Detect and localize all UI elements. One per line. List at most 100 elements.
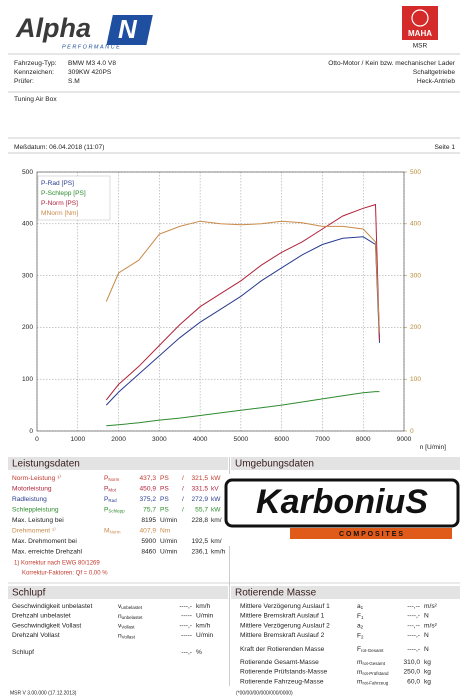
x-tick-label: 7000 <box>315 436 330 443</box>
row-value: 228,8 <box>191 517 208 524</box>
legend-box <box>37 175 111 221</box>
row-value: 8195 <box>141 517 156 524</box>
row-value: 75,7 <box>143 506 156 513</box>
series-line <box>105 236 380 406</box>
row-unit: km/h <box>211 517 226 524</box>
y-tick-label: 500 <box>22 169 33 176</box>
row-value: ----,- <box>407 646 420 653</box>
row-label: Geschwindigkeit unbelastet <box>12 603 92 610</box>
row-label: Schleppleistung <box>12 506 59 513</box>
overlay-frame <box>224 478 460 528</box>
symbol: Frot-Gesamt <box>357 646 384 653</box>
symbol: mrot-Fahrzeug <box>357 678 389 685</box>
symbol-sub: Mot <box>108 488 116 493</box>
y-tick-label: 100 <box>22 376 33 383</box>
logo-mark: N <box>118 14 138 44</box>
x-tick-label: 3000 <box>152 436 167 443</box>
section-bar <box>8 586 228 599</box>
symbol-main: m <box>357 678 363 685</box>
row-value: 437,3 <box>139 475 156 482</box>
symbol-main: P <box>104 475 109 482</box>
x-tick-label: 1000 <box>70 436 85 443</box>
symbol: nunbelastet <box>118 613 143 620</box>
row-label: Mittlere Bremskraft Auslauf 2 <box>240 632 325 639</box>
row-label: Max. erreichte Drehzahl <box>12 548 83 555</box>
footer-right: (*00/00/00/000/000/0000) <box>236 690 293 696</box>
overlay-sub: C O M P O S I T E S <box>339 531 403 538</box>
x-tick-label: 8000 <box>356 436 371 443</box>
section-bar <box>231 586 460 599</box>
symbol-main: v <box>118 622 122 629</box>
info-right: Otto-Motor / Kein bzw. mechanischer Lade… <box>328 60 456 67</box>
symbol: MNorm <box>104 527 121 534</box>
symbol-sub: rot-Gesamt <box>363 661 386 666</box>
overlay-band <box>290 528 452 539</box>
symbol-sub: rot-Prüfstand <box>363 671 390 676</box>
y-tick-label: 300 <box>22 272 33 279</box>
info-label: Prüfer: <box>14 78 34 85</box>
logo-right-icon <box>411 9 429 27</box>
symbol-main: a <box>357 622 361 629</box>
row-unit: km/h <box>211 538 226 545</box>
symbol-main: P <box>104 496 109 503</box>
factor: Korrektur-Faktoren: Qf = 0,00 % <box>22 571 108 577</box>
row-unit: PS <box>160 506 169 513</box>
symbol: vVollast <box>118 622 135 629</box>
row-value: ----,- <box>179 622 192 629</box>
y2-tick-label: 100 <box>410 376 421 383</box>
row-label: Rotierende Fahrzeug-Masse <box>240 678 324 685</box>
row-value: ----,- <box>179 603 192 610</box>
row-value: 310,0 <box>403 659 420 666</box>
row-unit: U/min <box>160 517 178 524</box>
row-value: ---,-- <box>407 622 420 629</box>
row-value: ----- <box>181 632 192 639</box>
logo-right: MAHA <box>408 29 432 38</box>
row-value: 331,5 <box>191 485 208 492</box>
row-label: Drehmoment ¹⁾ <box>12 527 56 534</box>
row-unit: kW <box>211 506 221 513</box>
symbol-sub: 2 <box>361 625 364 630</box>
row-label: Kraft der Rotierenden Masse <box>240 646 325 653</box>
row-value: 55,7 <box>195 506 208 513</box>
plot-frame <box>36 171 405 432</box>
y-tick-label: 200 <box>22 324 33 331</box>
x-tick-label: 4000 <box>193 436 208 443</box>
info-value: BMW M3 4.0 V8 <box>68 60 116 67</box>
y2-tick-label: 300 <box>410 272 421 279</box>
y2-tick-label: 0 <box>410 428 414 435</box>
info-value: S.M <box>68 78 80 85</box>
symbol: mrot-Prüfstand <box>357 669 389 676</box>
row-value: ----,- <box>407 613 420 620</box>
symbol: a1 <box>357 603 364 610</box>
symbol-main: m <box>357 659 363 666</box>
row-label: Max. Leistung bei <box>12 517 64 524</box>
series-line <box>105 203 380 401</box>
row-value: 8460 <box>141 548 156 555</box>
row-unit: kg <box>424 659 431 666</box>
x-tick-label: 6000 <box>274 436 289 443</box>
row-label: Rotierende Prüfstands-Masse <box>240 669 328 676</box>
symbol: nVollast <box>118 632 136 639</box>
x-tick-label: 2000 <box>111 436 126 443</box>
symbol-main: F <box>357 613 361 620</box>
row-unit: U/min <box>160 548 178 555</box>
row-label: Motorleistung <box>12 485 52 492</box>
symbol-sub: unbelastet <box>122 615 144 620</box>
page-number: Seite 1 <box>434 144 455 151</box>
row-unit: U/min <box>160 538 178 545</box>
row-label: Drehzahl unbelastet <box>12 613 71 620</box>
row-unit: m/s² <box>424 622 438 629</box>
row-label: Geschwindigkeit Vollast <box>12 622 81 629</box>
symbol-sub: Rad <box>108 498 117 503</box>
section-title: Schlupf <box>12 588 46 599</box>
row-unit: kg <box>424 669 431 676</box>
x-tick-label: 5000 <box>234 436 249 443</box>
symbol-main: F <box>357 646 361 653</box>
symbol: PSchlepp <box>104 506 125 513</box>
symbol-sub: 1 <box>361 615 364 620</box>
symbol-main: P <box>104 506 109 513</box>
row-unit: km/h <box>211 548 226 555</box>
symbol-main: n <box>118 613 122 620</box>
